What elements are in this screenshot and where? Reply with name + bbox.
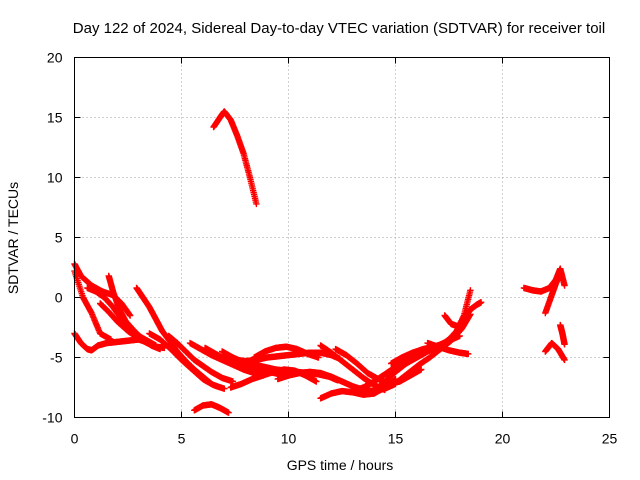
- x-axis-label: GPS time / hours: [287, 457, 394, 473]
- x-tick-label: 20: [495, 431, 511, 447]
- x-tick-label: 25: [602, 431, 618, 447]
- x-tick-label: 10: [281, 431, 297, 447]
- axis-ticks: 0 5 10 15 20 25 -10 -5 0 5 10 15 20: [42, 50, 617, 447]
- data-point: [417, 366, 425, 373]
- y-tick-label: 20: [47, 50, 63, 66]
- data-point: [315, 354, 322, 361]
- series-arc-h: [133, 284, 215, 388]
- data-point: [225, 409, 232, 416]
- series-arc-l: [191, 401, 232, 416]
- y-tick-label: -5: [50, 350, 63, 366]
- x-tick-label: 5: [178, 431, 186, 447]
- y-axis-label: SDTVAR / TECUs: [5, 182, 21, 294]
- data-point: [313, 378, 320, 385]
- data-point: [221, 385, 228, 392]
- y-tick-label: 15: [47, 110, 63, 126]
- series-arc-z4: [542, 270, 564, 317]
- chart-title: Day 122 of 2024, Sidereal Day-to-day VTE…: [73, 20, 605, 37]
- data-points: [71, 108, 568, 416]
- series-arc-i: [146, 330, 228, 392]
- series-arc-a: [210, 108, 260, 208]
- y-tick-label: 10: [47, 170, 63, 186]
- data-point: [253, 200, 260, 208]
- x-tick-label: 15: [388, 431, 404, 447]
- series-arc-j: [165, 332, 237, 385]
- y-tick-label: -10: [42, 410, 62, 426]
- y-tick-label: 5: [55, 230, 63, 246]
- x-tick-label: 0: [71, 431, 79, 447]
- series-arc-c: [71, 267, 115, 343]
- series-arc-z6: [557, 321, 568, 348]
- series-arc-q: [251, 343, 322, 361]
- data-point: [126, 312, 134, 319]
- data-point: [156, 345, 164, 353]
- series-arc-g: [105, 272, 164, 353]
- y-tick-label: 0: [55, 290, 63, 306]
